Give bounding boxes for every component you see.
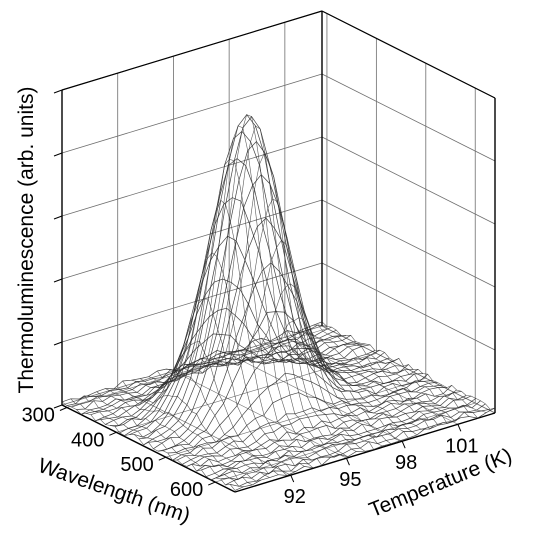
z-tick-mark: [53, 215, 63, 220]
axis-ticks: 300 400 500 600 92 95 98 101: [22, 404, 479, 508]
z-axis-label: Thermoluminescence (arb. units): [15, 87, 38, 394]
left-wall-gridline: [61, 262, 323, 343]
y-tick-label: 98: [395, 452, 417, 474]
left-wall-gridline: [61, 199, 323, 280]
z-tick-mark: [53, 341, 63, 346]
left-wall-gridline: [61, 73, 323, 154]
x-tick-mark: [208, 481, 216, 486]
surface-line-wavelength: [215, 398, 477, 479]
z-tick-mark: [53, 278, 63, 283]
surface-line-temperature: [96, 391, 270, 478]
y-tick-mark: [401, 441, 406, 449]
surface-line-temperature: [191, 152, 366, 452]
surface-line-temperature: [79, 395, 253, 486]
y-tick-label: 92: [284, 486, 306, 508]
x-tick-mark: [109, 431, 117, 436]
surface-line-wavelength: [100, 333, 361, 420]
y-tick-mark: [457, 424, 462, 432]
surface-line-temperature: [122, 340, 296, 472]
surface-line-temperature: [61, 401, 236, 491]
x-tick-label: 300: [22, 404, 55, 426]
surface-line-wavelength: [90, 335, 351, 416]
surface-line-temperature: [157, 158, 331, 458]
surface-line-temperature: [183, 125, 357, 452]
surface-line-temperature: [226, 317, 400, 442]
surface-line-temperature: [269, 340, 444, 426]
x-tick-label: 600: [170, 479, 203, 501]
y-tick-label: 101: [445, 435, 478, 457]
floor-gridline: [173, 370, 347, 459]
surface-line-temperature: [70, 398, 244, 487]
surface-line-temperature: [131, 298, 305, 467]
surface-line-wavelength: [81, 335, 342, 415]
back-walls: [53, 10, 496, 493]
frame-edge: [321, 10, 496, 99]
left-wall-gridline: [61, 136, 323, 217]
surface-line-temperature: [148, 199, 322, 466]
y-tick-mark: [290, 474, 295, 483]
surface-line-temperature: [174, 114, 348, 458]
surface-line-wavelength: [167, 345, 428, 454]
surface-line-temperature: [209, 239, 383, 447]
surface-line-temperature: [243, 349, 418, 436]
z-tick-mark: [53, 89, 63, 94]
surface-line-temperature: [87, 395, 262, 482]
surface-line-temperature: [105, 388, 279, 475]
surface-line-temperature: [217, 283, 392, 444]
frame-edge: [234, 412, 496, 493]
floor-gridline: [66, 328, 328, 408]
floor-gridline: [215, 402, 476, 483]
z-tick-mark: [53, 152, 63, 157]
surface-line-temperature: [235, 340, 409, 439]
floor-gridline: [165, 377, 426, 458]
surface-line-temperature: [261, 338, 435, 430]
right-wall-gridline: [321, 73, 496, 162]
surface-mesh: [61, 114, 496, 491]
surface-line-temperature: [313, 324, 487, 413]
surface-line-temperature: [287, 330, 461, 422]
x-tick-mark: [59, 407, 68, 411]
left-wall-gridline: [61, 325, 323, 406]
surface-line-temperature: [278, 336, 452, 424]
right-wall-gridline: [321, 199, 496, 288]
y-tick-mark: [345, 457, 350, 466]
surface-line-temperature: [321, 321, 496, 410]
surface-line-temperature: [295, 331, 470, 417]
frame-edge: [61, 10, 323, 91]
z-tick-mark: [53, 404, 63, 409]
y-axis-label: Temperature (K): [366, 444, 515, 522]
surface-line-temperature: [252, 340, 426, 430]
surface-line-temperature: [113, 374, 288, 476]
x-tick-mark: [158, 456, 166, 461]
right-wall-gridline: [321, 262, 496, 351]
surface-line-temperature: [165, 125, 340, 458]
x-tick-label: 500: [120, 454, 153, 476]
frame-edge: [61, 404, 236, 493]
right-wall-gridline: [321, 136, 496, 225]
surface-line-temperature: [304, 328, 478, 419]
y-tick-label: 95: [339, 469, 361, 491]
surface-line-wavelength: [158, 262, 419, 452]
surface-line-wavelength: [114, 235, 376, 427]
x-tick-label: 400: [71, 429, 104, 451]
surface-line-temperature: [200, 198, 374, 450]
surface-line-wavelength: [119, 197, 380, 434]
